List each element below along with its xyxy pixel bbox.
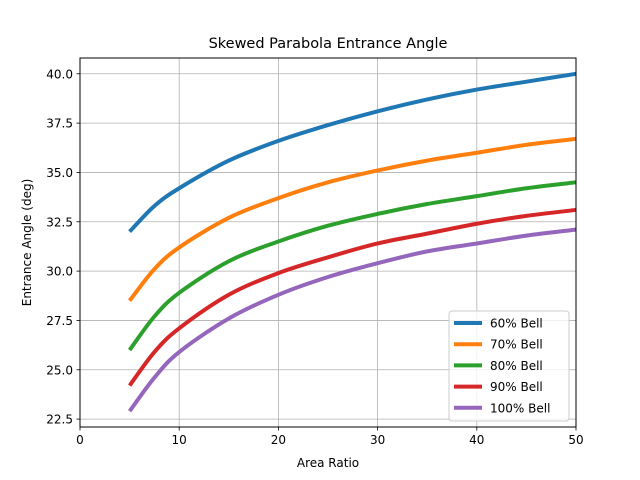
legend-label: 90% Bell (490, 380, 543, 394)
legend-box (448, 310, 570, 422)
x-tick-label: 20 (271, 433, 286, 447)
x-tick-label: 0 (76, 433, 84, 447)
plot-frame (79, 57, 577, 428)
legend-label: 60% Bell (490, 317, 543, 331)
series-line (128, 136, 577, 302)
series-line (127, 207, 577, 387)
series-line (127, 227, 577, 413)
x-axis-label: Area Ratio (297, 456, 359, 470)
y-tick-label: 32.5 (46, 215, 73, 229)
chart-title: Skewed Parabola Entrance Angle (209, 36, 448, 52)
x-axis: 0 10 20 30 40 50 (76, 427, 584, 447)
x-tick-label: 30 (370, 433, 385, 447)
series-line (128, 71, 577, 234)
y-tick-label: 37.5 (46, 117, 73, 131)
x-tick-label: 40 (469, 433, 484, 447)
legend: 60% Bell 70% Bell 80% Bell 90% Bell 100% Bel… (448, 310, 570, 422)
legend-label: 70% Bell (490, 338, 543, 352)
x-tick-label: 50 (568, 433, 583, 447)
y-tick-label: 27.5 (46, 314, 73, 328)
legend-label: 100% Bell (490, 401, 550, 415)
y-tick-label: 22.5 (46, 413, 73, 427)
y-axis: 22.5 25.0 27.5 30.0 32.5 35.0 37.5 40.0 (46, 67, 80, 427)
legend-label: 80% Bell (490, 359, 543, 373)
series-layer (127, 71, 577, 413)
y-tick-label: 25.0 (46, 363, 73, 377)
series-line (127, 180, 577, 352)
y-tick-label: 40.0 (46, 67, 73, 81)
y-tick-label: 35.0 (46, 166, 73, 180)
y-tick-label: 30.0 (46, 265, 73, 279)
y-axis-label: Entrance Angle (deg) (20, 179, 34, 307)
x-tick-label: 10 (172, 433, 187, 447)
